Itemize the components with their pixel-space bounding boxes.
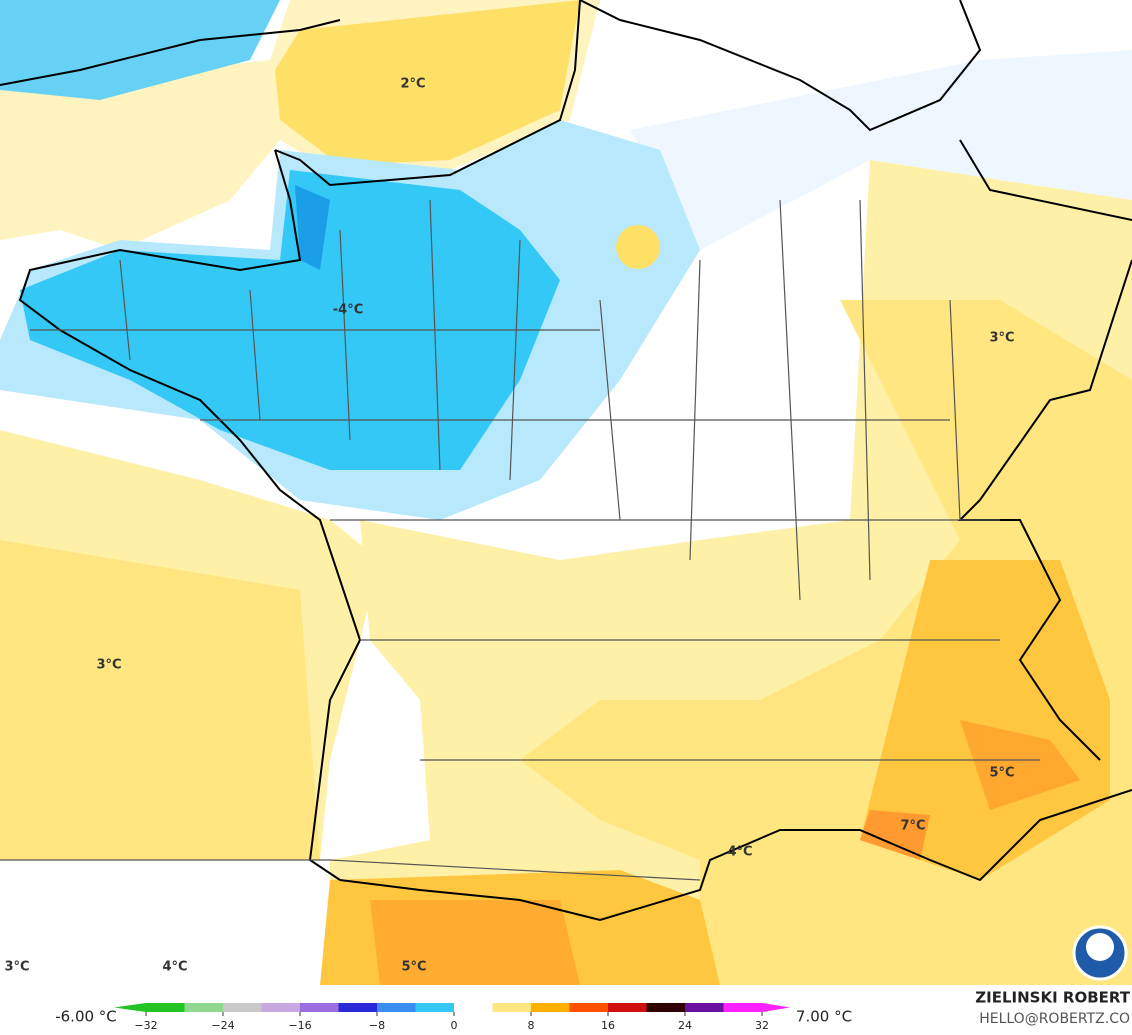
- credit-name: ZIELINSKI ROBERT: [975, 989, 1130, 1007]
- colorbar-segment: [415, 1003, 455, 1012]
- region-border: [119, 199, 961, 601]
- colorbar-segment: [608, 1003, 647, 1012]
- colorbar-segment: [492, 1003, 532, 1012]
- yellow-area: [0, 540, 320, 860]
- colorbar-end: [114, 1003, 146, 1012]
- orange-area: [370, 900, 580, 985]
- colorbar: −32 −24 −16 −8 0 8 16 24 32: [114, 1003, 790, 1032]
- colorbar-segment: [377, 1003, 416, 1012]
- colorbar-tick-label: −32: [134, 1019, 157, 1032]
- yellow-spot: [616, 225, 660, 269]
- region-borders: [0, 199, 1040, 881]
- blue-area: [20, 170, 560, 470]
- temperature-label: 5°C: [401, 960, 426, 975]
- colorbar-segment: [454, 1003, 493, 1012]
- border: [579, 0, 982, 132]
- pale-blue-area: [630, 50, 1132, 250]
- colorbar-segment: [184, 1003, 224, 1012]
- region-border: [0, 329, 1040, 881]
- colorbar-tick-label: 32: [755, 1019, 769, 1032]
- orange-area: [960, 720, 1080, 810]
- temperature-label: 7°C: [900, 819, 925, 834]
- coastline: [18, 149, 362, 881]
- colorbar-segment: [646, 1003, 686, 1012]
- credit-contact: HELLO@ROBERTZ.CO: [979, 1011, 1130, 1027]
- border: [959, 139, 1132, 221]
- temperature-label: 4°C: [727, 845, 752, 860]
- map-labels: 2°C -4°C 3°C 3°C 5°C 7°C 4°C 3°C 4°C 5°C: [4, 77, 1014, 975]
- coastline: [274, 0, 581, 187]
- colorbar-tick-label: 16: [601, 1019, 615, 1032]
- colorbar-end: [762, 1003, 790, 1012]
- colorbar-segment: [146, 1003, 185, 1012]
- blue-area: [0, 0, 280, 100]
- colorbar-tick-label: −8: [369, 1019, 385, 1032]
- temperature-label: 3°C: [4, 960, 29, 975]
- colorbar-segment: [723, 1003, 763, 1012]
- colorbar-tick-label: −24: [211, 1019, 234, 1032]
- colorbar-tick-label: 24: [678, 1019, 692, 1032]
- temperature-label: 3°C: [96, 658, 121, 673]
- temperature-label: -4°C: [333, 303, 363, 318]
- colorbar-tick-label: 8: [528, 1019, 535, 1032]
- temperature-label: 3°C: [989, 331, 1014, 346]
- colorbar-tick-label: −16: [288, 1019, 311, 1032]
- deep-blue-area: [295, 185, 330, 270]
- logo-inner: [1086, 933, 1114, 961]
- coastline: [339, 789, 1132, 922]
- orange-area: [860, 810, 930, 860]
- colorbar-segment: [300, 1003, 339, 1012]
- colorbar-segment: [531, 1003, 570, 1012]
- map: 2°C -4°C 3°C 3°C 5°C 7°C 4°C 3°C 4°C 5°C: [0, 0, 1132, 985]
- colorbar-segment: [223, 1003, 262, 1012]
- coastline: [0, 19, 341, 86]
- temperature-label: 4°C: [162, 960, 187, 975]
- colorbar-segment: [569, 1003, 609, 1012]
- colorbar-segment: [261, 1003, 301, 1012]
- temperature-label: 2°C: [400, 77, 425, 92]
- colorbar-segment: [685, 1003, 724, 1012]
- noaa-logo: [1072, 925, 1128, 981]
- colorbar-tick-label: 0: [451, 1019, 458, 1032]
- yellow-area: [275, 0, 580, 165]
- temperature-label: 5°C: [989, 766, 1014, 781]
- colorbar-min: -6.00 °C: [55, 1008, 117, 1026]
- colorbar-max: 7.00 °C: [796, 1008, 852, 1026]
- colorbar-segment: [338, 1003, 378, 1012]
